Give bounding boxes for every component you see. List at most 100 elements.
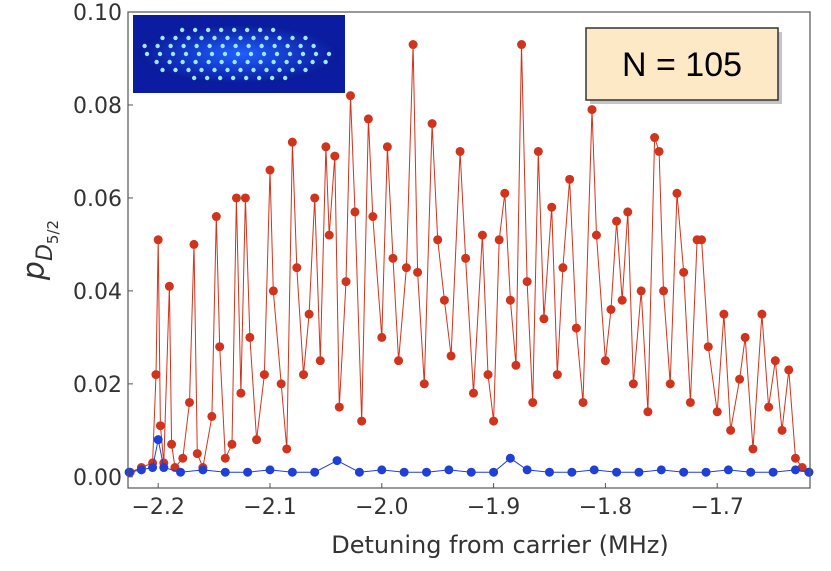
data-point [439,295,449,305]
data-point [500,188,510,198]
data-point [539,314,549,324]
data-point [176,467,186,477]
data-point [547,202,557,212]
inset-ion [246,43,251,49]
data-point [511,360,521,370]
inset-ion [212,67,217,73]
data-point [494,235,504,245]
data-point [446,351,456,361]
data-point [558,263,568,273]
data-point [310,467,320,477]
data-point [528,397,538,407]
inset-ion [272,43,277,49]
data-point [461,253,471,263]
data-point [268,286,278,296]
data-point [164,281,174,291]
data-point [623,207,633,217]
data-point [227,439,237,449]
data-point [659,286,669,296]
data-point [401,263,411,273]
inset-ion [218,27,224,33]
inset-ion [170,51,176,57]
data-point [477,230,487,240]
data-point [207,411,217,421]
data-point [656,465,666,475]
data-point [153,435,163,445]
data-point [654,146,664,156]
data-point [612,467,622,477]
inset-ion [238,35,243,41]
data-point [606,305,616,314]
inset-ion [209,51,215,57]
data-point [124,467,134,477]
data-point [419,379,429,389]
x-tick-label: −2.0 [355,495,408,520]
data-point [628,379,638,389]
inset-ion [243,75,249,81]
x-tick-label: −1.8 [579,495,632,520]
data-point [178,453,188,463]
inset-ion [261,51,267,57]
inset-ion [181,43,186,49]
data-point [634,467,644,477]
y-tick-label: 0.10 [73,1,122,26]
data-point [544,467,554,477]
data-point [265,165,275,175]
inset-ion [230,75,236,81]
inset-ion [225,67,230,73]
data-point [159,463,169,473]
data-point [591,230,601,240]
data-point [363,114,373,124]
inset-ion [180,59,185,65]
data-point [220,453,230,463]
data-point [276,379,286,389]
y-label-symbol: p [17,261,52,281]
inset-ion [191,75,197,81]
inset-ion [290,35,295,41]
inset-ion [142,43,147,49]
data-point [697,235,707,245]
data-point [231,193,241,203]
data-point [746,467,756,477]
inset-ion [199,35,204,41]
data-point [685,397,695,407]
inset-ion [245,59,250,65]
inset-ion [326,51,332,57]
inset-ion [154,59,159,65]
inset-ion [233,43,238,49]
data-point [265,465,275,475]
data-point [790,453,800,463]
data-point [764,402,774,412]
data-point [565,174,575,184]
data-point [354,467,364,477]
data-point [748,444,758,454]
data-point [517,40,527,50]
data-point [184,397,194,407]
inset-ion [269,75,275,81]
data-point [679,467,689,477]
inset-ion [235,51,241,57]
inset-ion [244,27,250,33]
y-tick-label: 0.08 [73,94,122,119]
inset-ion [207,43,212,49]
inset-ion [285,43,290,49]
data-point [215,342,225,352]
data-point [790,465,800,475]
inset-ion [160,67,165,73]
inset-ion [264,35,269,41]
data-point [167,439,177,449]
data-point [155,421,165,431]
data-point [587,105,597,115]
inset-ion [287,51,293,57]
inset-ion [219,59,224,65]
plot-frame [127,11,811,489]
inset-ion [300,51,306,57]
y-label-subsubscript: 5/2 [44,220,62,244]
inset-ion [264,67,269,73]
x-tick-label: −2.2 [131,495,184,520]
inset-ion [193,59,198,65]
data-point [299,370,309,380]
data-point [617,295,627,305]
data-point [332,456,342,466]
